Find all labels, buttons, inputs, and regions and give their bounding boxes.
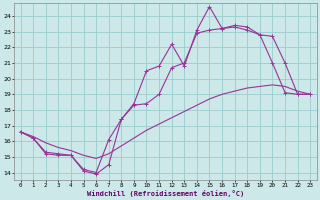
X-axis label: Windchill (Refroidissement éolien,°C): Windchill (Refroidissement éolien,°C): [87, 190, 244, 197]
